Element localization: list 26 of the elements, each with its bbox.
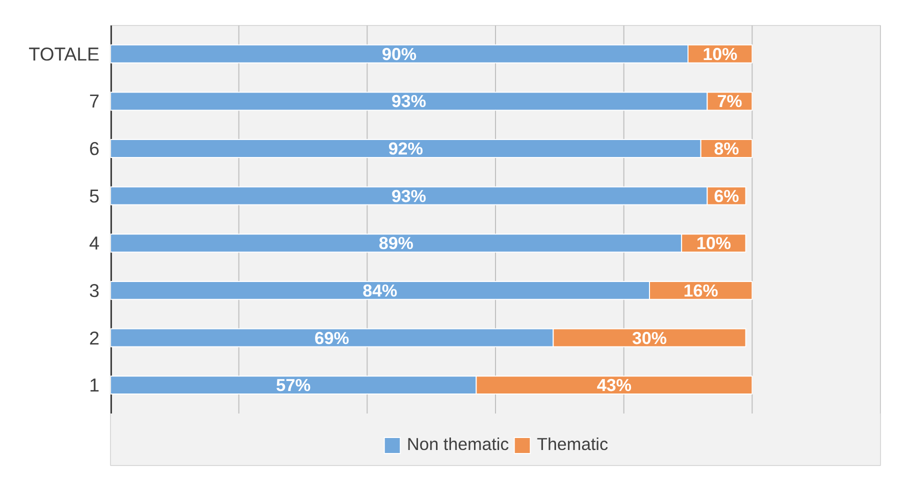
y-tick-label: 3 xyxy=(89,280,100,301)
data-label: 92% xyxy=(388,138,424,159)
data-label: 6% xyxy=(714,186,740,206)
y-tick-label: 6 xyxy=(89,138,100,160)
data-label: 93% xyxy=(392,91,426,112)
y-tick-label: 7 xyxy=(89,90,100,112)
data-label: 43% xyxy=(596,375,632,396)
data-label: 30% xyxy=(632,328,667,348)
legend-label: Non thematic xyxy=(406,434,509,455)
data-label: 10% xyxy=(696,233,732,254)
data-label: 93% xyxy=(392,186,426,206)
legend-label: Thematic xyxy=(536,434,608,455)
y-tick-label: 2 xyxy=(89,327,100,348)
y-tick-label: 1 xyxy=(89,374,100,396)
y-tick-label: TOTALE xyxy=(28,43,100,64)
data-label: 89% xyxy=(378,233,414,254)
data-label: 69% xyxy=(314,328,350,348)
y-tick-label: 5 xyxy=(89,185,100,206)
y-tick-label: 4 xyxy=(89,232,100,254)
data-label: 84% xyxy=(362,280,398,300)
data-label: 57% xyxy=(276,375,311,396)
data-label: 8% xyxy=(714,138,740,159)
data-label: 16% xyxy=(683,280,718,300)
data-label: 10% xyxy=(702,44,738,64)
data-label: 7% xyxy=(717,91,742,112)
data-label: 90% xyxy=(382,44,417,64)
